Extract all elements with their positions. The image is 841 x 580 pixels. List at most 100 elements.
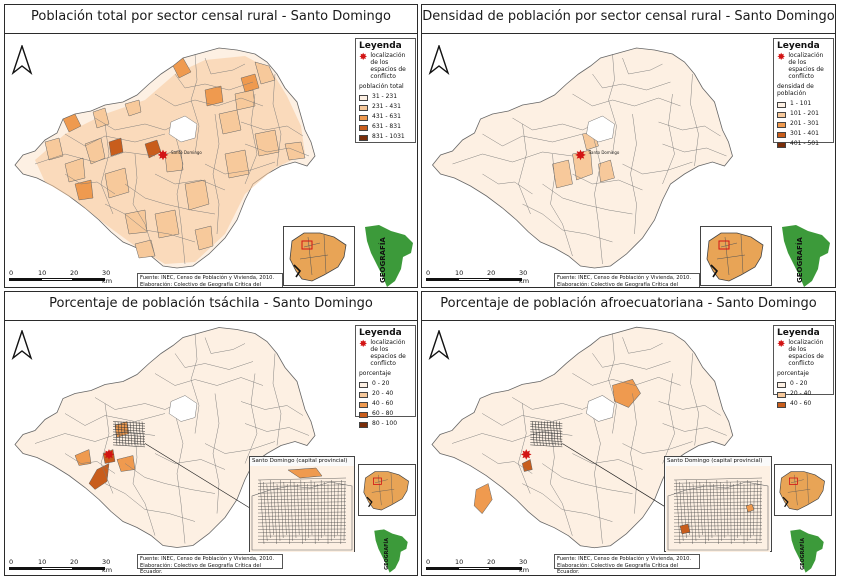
scale-label: 10 <box>38 269 47 277</box>
map-legend: Leyenda ✸ localización de los espacios de… <box>355 325 416 428</box>
urban-street <box>559 421 562 446</box>
ecuador-locator-inset <box>358 464 416 516</box>
legend-class-row: 40 - 60 <box>359 400 412 410</box>
geografia-logo: GEOGRAFÍA <box>790 529 824 573</box>
urban-street <box>129 421 133 446</box>
map-layer: ✸ <box>431 326 734 549</box>
urban-street <box>544 421 547 446</box>
district-boundary <box>204 337 246 354</box>
scale-label: 0 <box>426 558 431 566</box>
district-boundary <box>518 123 531 215</box>
urban-street <box>126 421 130 446</box>
district-boundary <box>482 173 533 195</box>
city-zoom-map <box>250 466 354 552</box>
scale-label: 30 km <box>102 558 113 574</box>
locator-arrow <box>293 264 302 278</box>
district-polygon <box>473 483 493 515</box>
locator-arrow <box>366 496 373 508</box>
author-line: Elaboración: Colectivo de Geografía Crít… <box>140 281 261 288</box>
district-boundary <box>244 373 258 464</box>
zoom-street <box>257 477 347 481</box>
district-boundary <box>154 173 226 191</box>
district-boundary <box>658 401 721 416</box>
zoom-street <box>257 501 347 504</box>
zoom-street <box>673 498 763 500</box>
legend-heading: porcentaje <box>359 369 391 377</box>
zoom-street <box>673 518 763 520</box>
legend-class-label: 20 - 40 <box>790 390 812 398</box>
legend-heading: población total <box>359 82 404 90</box>
conflict-star-icon: ✸ <box>520 448 532 464</box>
district-boundary <box>482 133 583 147</box>
urban-street <box>547 421 550 446</box>
north-arrow-icon <box>11 45 33 75</box>
conflict-star-icon: ✸ <box>157 148 169 164</box>
zoom-street <box>706 479 709 542</box>
logo-map-shape <box>782 225 830 287</box>
legend-title: Leyenda <box>777 41 820 51</box>
zoom-street <box>257 508 347 510</box>
legend-class-row: 31 - 231 <box>359 93 412 103</box>
legend-class-label: 201 - 301 <box>790 120 819 128</box>
zoom-street <box>675 479 681 545</box>
urban-street <box>112 423 146 427</box>
map-panel-tsachila: Porcentaje de población tsáchila - Santo… <box>4 291 418 576</box>
map-layer: ✸ Santo Domingo <box>14 47 316 269</box>
urban-street <box>538 421 541 446</box>
locator-arrow <box>710 264 719 278</box>
conflict-star-icon: ✸ <box>777 339 786 351</box>
district-boundary <box>190 333 200 434</box>
conflict-legend-item: ✸ localización de los espacios de conflic… <box>359 339 412 368</box>
district-boundary <box>104 203 196 243</box>
scale-label: 30 km <box>519 558 530 574</box>
zoom-street <box>720 481 722 542</box>
zoom-street <box>673 511 763 514</box>
district-boundary <box>100 123 114 215</box>
map-legend: Leyenda ✸ localización de los espacios de… <box>773 325 834 408</box>
legend-class-row: 301 - 401 <box>777 130 830 140</box>
ecuador-shape <box>779 471 825 511</box>
study-area-box <box>301 240 313 250</box>
district-polygon <box>224 149 250 179</box>
urban-street <box>132 421 136 446</box>
legend-swatch <box>777 391 786 398</box>
scale-label: 30 km <box>102 269 113 285</box>
legend-swatch <box>359 381 368 388</box>
district-boundary <box>240 401 304 416</box>
author-line: Elaboración: Colectivo de Geografía Crít… <box>140 562 261 576</box>
urban-street <box>530 423 563 427</box>
scale-label: 20 <box>487 558 496 566</box>
legend-class-row: 80 - 100 <box>359 420 412 430</box>
map-layer: ✸ <box>14 327 316 548</box>
urban-street <box>112 431 146 435</box>
urban-street <box>541 421 544 446</box>
urban-street <box>112 436 146 440</box>
district-boundary <box>174 73 254 91</box>
scale-label: 0 <box>9 269 14 277</box>
zoom-street <box>290 479 293 542</box>
scale-bar: 0 10 20 30 km <box>426 269 536 285</box>
district-boundary <box>124 183 216 215</box>
ecuador-outline <box>363 471 409 511</box>
district-boundary <box>64 413 166 426</box>
zoom-street <box>293 481 297 539</box>
zoom-street <box>759 481 762 542</box>
district-boundary <box>622 337 663 354</box>
legend-class-row: 20 - 40 <box>777 390 830 400</box>
scale-label: 10 <box>455 558 464 566</box>
district-boundary <box>174 413 186 544</box>
district-boundary <box>572 93 681 107</box>
legend-class-label: 60 - 80 <box>372 410 394 418</box>
zoom-street <box>673 501 763 504</box>
conflict-label: localización de los espacios de conflict… <box>788 339 824 368</box>
district-boundary <box>550 153 573 257</box>
conflict-label: localización de los espacios de conflict… <box>370 52 406 81</box>
district-boundary <box>622 441 693 454</box>
urban-street <box>112 421 146 424</box>
district-boundary <box>592 73 671 91</box>
urban-street <box>532 421 535 446</box>
district-boundary <box>190 53 200 155</box>
district-polygon <box>194 225 214 251</box>
legend-title: Leyenda <box>359 328 402 338</box>
scale-segment <box>458 278 490 281</box>
